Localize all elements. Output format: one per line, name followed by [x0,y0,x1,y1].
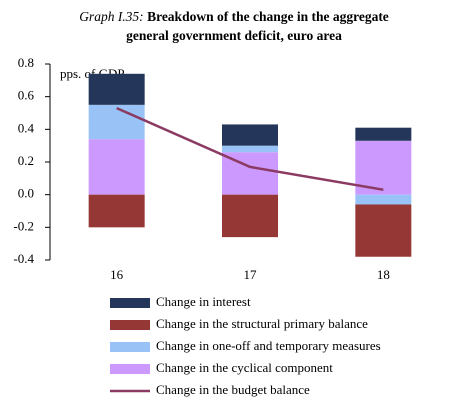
legend-label: Change in the cyclical component [156,360,333,375]
y-tick-label: 0.4 [18,120,35,135]
y-tick-label: 0.0 [18,186,34,201]
title-line: Breakdown of the change in the aggregate [147,9,389,24]
y-tick-label: -0.4 [13,251,34,266]
bar-segment [222,194,278,238]
legend-swatch [110,364,150,374]
line-series [116,106,384,191]
bar-segment [222,145,278,153]
x-tick-label: 17 [244,267,258,282]
bar-segment [88,73,145,105]
title-number: Graph I.35: [79,9,144,24]
legend-label: Change in the structural primary balance [156,316,368,331]
legend-label: Change in interest [156,294,251,309]
y-tick-label: -0.2 [13,218,34,233]
bar-segment [355,194,412,205]
bar-segment [355,127,412,141]
legend-swatch [110,320,150,330]
bar-segment [88,139,145,195]
legend-label: Change in one-off and temporary measures [156,338,381,353]
bar-segment [222,124,278,146]
chart-title-line: general government deficit, euro area [126,28,342,43]
y-tick-label: 0.8 [18,55,34,70]
bar-segment [88,104,145,140]
bar-segment [355,204,412,257]
x-tick-label: 18 [377,267,390,282]
y-tick-label: 0.6 [18,88,35,103]
y-tick-label: 0.2 [18,153,34,168]
chart-title: Graph I.35: Breakdown of the change in t… [79,9,389,24]
legend-label: Change in the budget balance [156,382,310,397]
legend-swatch [110,342,150,352]
legend-swatch [110,298,150,308]
bar-segment [88,194,145,228]
x-tick-label: 16 [110,267,124,282]
